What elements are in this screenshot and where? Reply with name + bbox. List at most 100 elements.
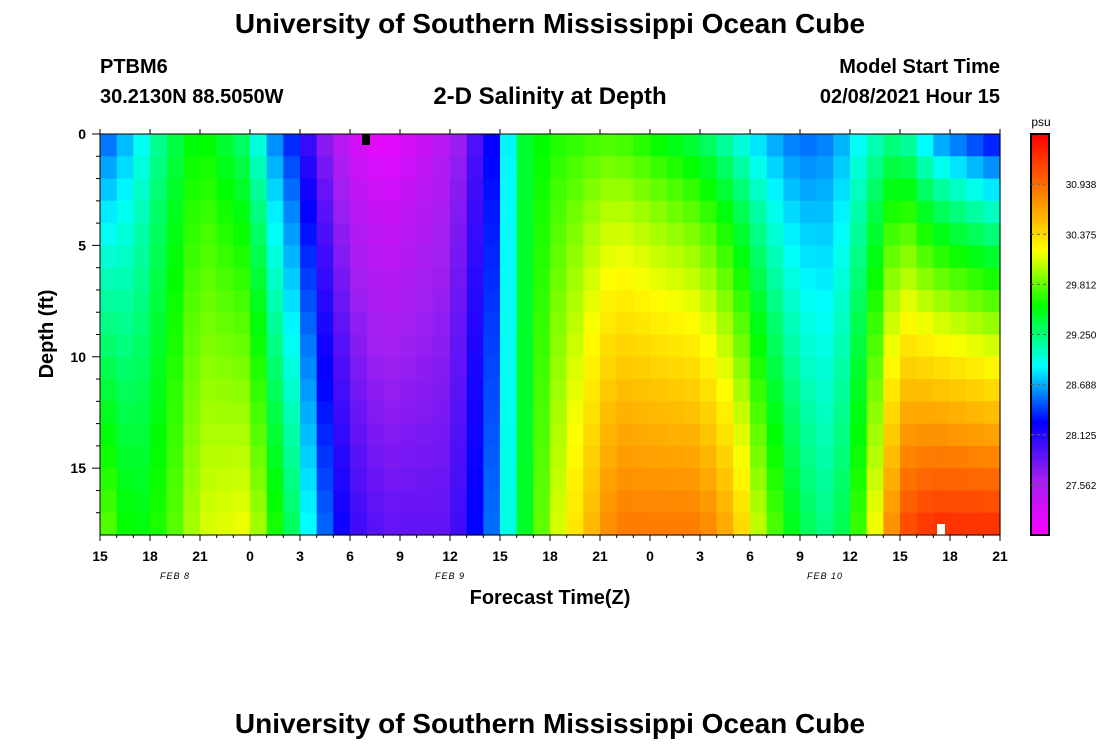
model-start-value: 02/08/2021 Hour 15 — [819, 86, 1000, 108]
heatmap-cell — [466, 134, 484, 157]
heatmap-cell — [883, 156, 901, 180]
heatmap-cell — [133, 134, 151, 157]
heatmap-cell — [800, 468, 818, 492]
heatmap-cell — [483, 490, 501, 514]
heatmap-cell — [166, 289, 184, 313]
heatmap-cell — [166, 267, 184, 291]
heatmap-cell — [150, 267, 168, 291]
heatmap-cell — [233, 156, 251, 180]
heatmap-cell — [200, 178, 218, 202]
heatmap-cell — [466, 245, 484, 269]
heatmap-cell — [950, 289, 968, 313]
heatmap-cell — [750, 223, 768, 246]
heatmap-cell — [666, 468, 684, 492]
heatmap-cell — [816, 312, 834, 336]
heatmap-cell — [350, 512, 368, 536]
heatmap-cell — [866, 512, 884, 536]
heatmap-cell — [600, 289, 618, 313]
heatmap-cell — [416, 334, 434, 358]
heatmap-cell — [150, 223, 168, 246]
heatmap-cell — [933, 156, 951, 180]
heatmap-cell — [883, 334, 901, 358]
heatmap-cell — [733, 178, 751, 202]
heatmap-cell — [966, 156, 984, 180]
heatmap-cell — [966, 267, 984, 291]
heatmap-cell — [816, 200, 834, 224]
heatmap-cell — [166, 200, 184, 224]
heatmap-cell — [350, 445, 368, 469]
heatmap-cell — [366, 468, 384, 492]
heatmap-cell — [366, 134, 384, 157]
heatmap-cell — [400, 223, 418, 246]
heatmap-cell — [133, 445, 151, 469]
heatmap-cell — [883, 512, 901, 536]
heatmap-cell — [616, 468, 634, 492]
heatmap-cell — [183, 423, 201, 447]
x-tick-label: 6 — [746, 548, 754, 564]
y-tick-label: 5 — [78, 237, 86, 253]
heatmap-cell — [316, 289, 334, 313]
heatmap-cell — [683, 267, 701, 291]
heatmap-cell — [983, 134, 1001, 157]
heatmap-cell — [133, 289, 151, 313]
heatmap-cell — [783, 379, 801, 402]
heatmap-cell — [700, 512, 718, 536]
heatmap-cell — [333, 490, 351, 514]
heatmap-cell — [483, 245, 501, 269]
heatmap-cell — [416, 223, 434, 246]
heatmap-cell — [400, 445, 418, 469]
heatmap-cell — [283, 178, 301, 202]
heatmap-cell — [600, 379, 618, 402]
heatmap-cell — [766, 289, 784, 313]
heatmap-cell — [266, 267, 284, 291]
heatmap-cell — [516, 178, 534, 202]
heatmap-cell — [233, 468, 251, 492]
heatmap-cell — [116, 334, 134, 358]
heatmap-cell — [933, 267, 951, 291]
heatmap-cell — [816, 245, 834, 269]
heatmap-cell — [800, 178, 818, 202]
heatmap-cell — [550, 379, 568, 402]
heatmap-cell — [316, 468, 334, 492]
heatmap-cell — [333, 401, 351, 425]
heatmap-cell — [350, 401, 368, 425]
heatmap-cell — [583, 223, 601, 246]
heatmap-cell — [266, 512, 284, 536]
heatmap-cell — [133, 468, 151, 492]
heatmap-cell — [300, 468, 318, 492]
heatmap-cell — [383, 156, 401, 180]
heatmap-cell — [483, 312, 501, 336]
heatmap-cell — [966, 356, 984, 380]
heatmap-cell — [166, 445, 184, 469]
heatmap-cell — [766, 267, 784, 291]
heatmap-cell — [133, 490, 151, 514]
heatmap-cell — [333, 289, 351, 313]
heatmap-cell — [766, 490, 784, 514]
heatmap-cell — [450, 401, 468, 425]
colorbar-tick-label: 28.125 — [1066, 431, 1097, 442]
heatmap-cell — [266, 423, 284, 447]
heatmap-cell — [283, 356, 301, 380]
heatmap-cell — [433, 356, 451, 380]
heatmap-cell — [166, 223, 184, 246]
heatmap-cell — [700, 468, 718, 492]
heatmap-cell — [650, 423, 668, 447]
heatmap-cell — [633, 178, 651, 202]
x-tick-label: 3 — [296, 548, 304, 564]
heatmap-cell — [150, 312, 168, 336]
heatmap-cell — [983, 267, 1001, 291]
heatmap-cell — [816, 334, 834, 358]
heatmap-cell — [700, 289, 718, 313]
heatmap-cell — [683, 468, 701, 492]
heatmap-cell — [433, 379, 451, 402]
heatmap-cell — [533, 312, 551, 336]
heatmap-cell — [600, 178, 618, 202]
heatmap-cell — [983, 245, 1001, 269]
heatmap-cell — [816, 468, 834, 492]
heatmap-cell — [533, 512, 551, 536]
heatmap-cell — [466, 178, 484, 202]
heatmap-cell — [416, 134, 434, 157]
heatmap-cell — [200, 445, 218, 469]
heatmap-cell — [516, 423, 534, 447]
